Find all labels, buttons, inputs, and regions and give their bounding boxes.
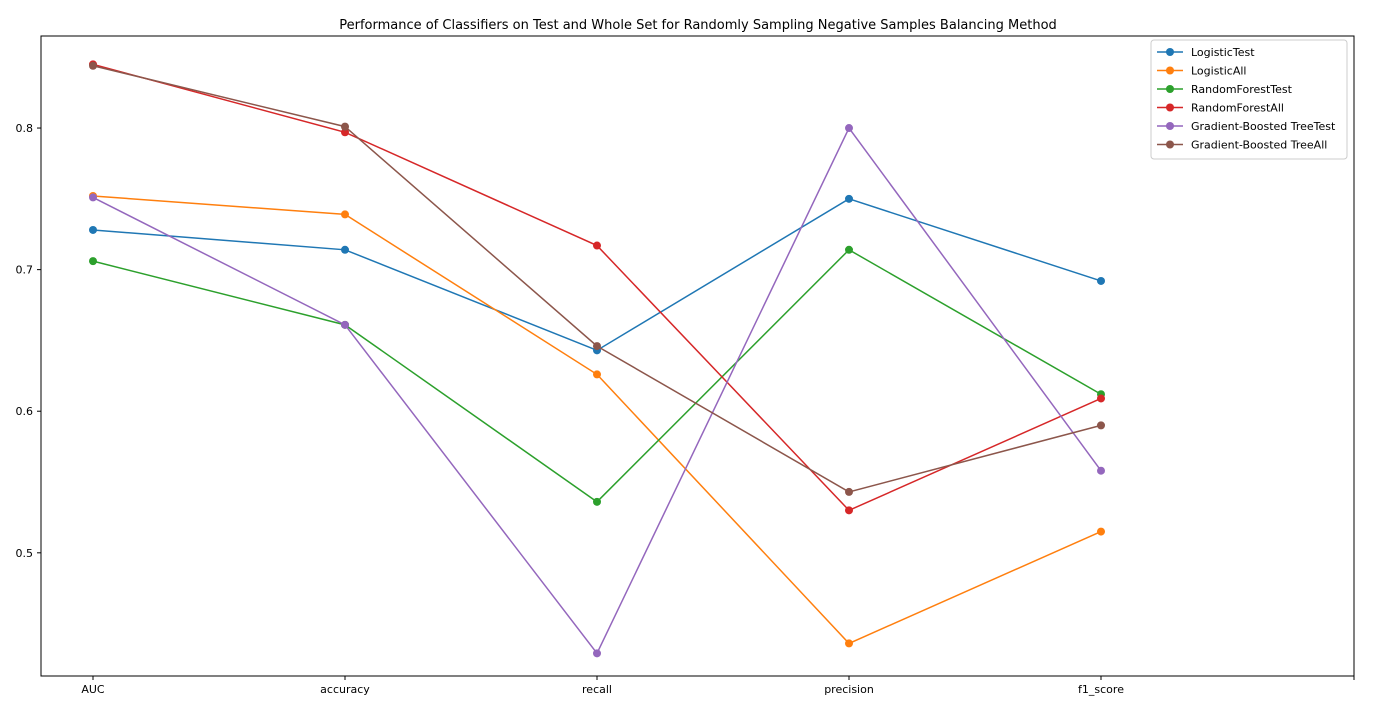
series-logistictest bbox=[89, 194, 1105, 355]
x-tick-label: accuracy bbox=[320, 683, 370, 696]
legend: LogisticTest LogisticAll RandomForestTest R… bbox=[1150, 39, 1348, 160]
x-tick-label: AUC bbox=[81, 683, 105, 696]
series-line bbox=[92, 63, 1102, 512]
legend-item: RandomForestAll bbox=[1157, 102, 1284, 115]
series-line bbox=[92, 195, 1102, 645]
data-point bbox=[1097, 394, 1105, 403]
series-gradient-boosted-treeall bbox=[89, 61, 1105, 496]
legend-label: RandomForestAll bbox=[1191, 102, 1284, 115]
data-point bbox=[1097, 527, 1105, 536]
data-point bbox=[593, 497, 601, 506]
data-point bbox=[341, 122, 349, 131]
data-point bbox=[845, 639, 853, 648]
x-tick-label: precision bbox=[824, 683, 874, 696]
data-point bbox=[593, 342, 601, 351]
series-logisticall bbox=[89, 192, 1105, 648]
y-axis-ticks: 0.5 0.6 0.7 0.8 bbox=[16, 122, 41, 560]
legend-marker bbox=[1166, 122, 1174, 130]
data-point bbox=[89, 225, 97, 234]
data-point bbox=[593, 241, 601, 250]
data-point bbox=[341, 320, 349, 329]
data-point bbox=[89, 61, 97, 70]
legend-item: Gradient-Boosted TreeAll bbox=[1157, 139, 1327, 152]
axes bbox=[40, 35, 1355, 677]
legend-item: Gradient-Boosted TreeTest bbox=[1157, 120, 1336, 133]
legend-box bbox=[1150, 39, 1348, 160]
data-point bbox=[845, 194, 853, 203]
series-gradient-boosted-treetest bbox=[89, 124, 1105, 658]
y-tick-label: 0.7 bbox=[16, 264, 34, 277]
data-point bbox=[1097, 466, 1105, 475]
data-point bbox=[1097, 421, 1105, 430]
chart-title: Performance of Classifiers on Test and W… bbox=[339, 18, 1057, 33]
legend-marker bbox=[1166, 48, 1174, 56]
x-axis-ticks: AUC accuracy recall precision f1_score bbox=[81, 676, 1355, 696]
data-point bbox=[341, 210, 349, 219]
data-point bbox=[845, 245, 853, 254]
x-tick-label: f1_score bbox=[1078, 683, 1124, 696]
legend-label: LogisticTest bbox=[1191, 46, 1255, 59]
legend-marker bbox=[1166, 66, 1174, 75]
series-randomforestall bbox=[89, 60, 1105, 515]
data-point bbox=[845, 124, 853, 133]
legend-label: Gradient-Boosted TreeAll bbox=[1191, 139, 1327, 152]
x-tick-label: recall bbox=[582, 683, 612, 696]
plot-frame bbox=[40, 35, 1355, 677]
data-point bbox=[1097, 276, 1105, 285]
series-line bbox=[92, 65, 1102, 493]
data-point bbox=[593, 370, 601, 379]
legend-marker bbox=[1166, 103, 1174, 112]
legend-item: RandomForestTest bbox=[1157, 83, 1293, 96]
data-point bbox=[89, 257, 97, 266]
y-tick-label: 0.5 bbox=[16, 547, 34, 560]
series-group bbox=[89, 60, 1105, 658]
data-point bbox=[593, 649, 601, 658]
y-tick-label: 0.6 bbox=[16, 405, 34, 418]
data-point bbox=[341, 128, 349, 137]
legend-label: RandomForestTest bbox=[1191, 83, 1293, 96]
legend-item: LogisticAll bbox=[1157, 65, 1247, 78]
data-point bbox=[341, 245, 349, 254]
legend-label: Gradient-Boosted TreeTest bbox=[1191, 120, 1336, 133]
legend-label: LogisticAll bbox=[1191, 65, 1247, 78]
data-point bbox=[845, 487, 853, 496]
legend-marker bbox=[1166, 85, 1174, 93]
data-point bbox=[89, 193, 97, 202]
legend-item: LogisticTest bbox=[1157, 46, 1255, 59]
legend-marker bbox=[1166, 140, 1174, 149]
data-point bbox=[845, 506, 853, 515]
y-tick-label: 0.8 bbox=[16, 122, 34, 135]
